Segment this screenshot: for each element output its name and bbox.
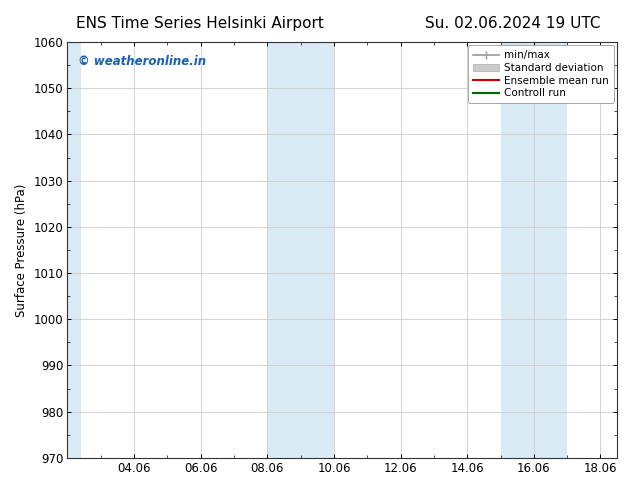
- Text: © weatheronline.in: © weatheronline.in: [79, 54, 207, 68]
- Bar: [501, 42, 567, 458]
- Y-axis label: Surface Pressure (hPa): Surface Pressure (hPa): [15, 183, 28, 317]
- Text: Su. 02.06.2024 19 UTC: Su. 02.06.2024 19 UTC: [425, 16, 600, 31]
- Text: ENS Time Series Helsinki Airport: ENS Time Series Helsinki Airport: [76, 16, 324, 31]
- Legend: min/max, Standard deviation, Ensemble mean run, Controll run: min/max, Standard deviation, Ensemble me…: [468, 45, 614, 103]
- Bar: [268, 42, 334, 458]
- Bar: [67, 42, 81, 458]
